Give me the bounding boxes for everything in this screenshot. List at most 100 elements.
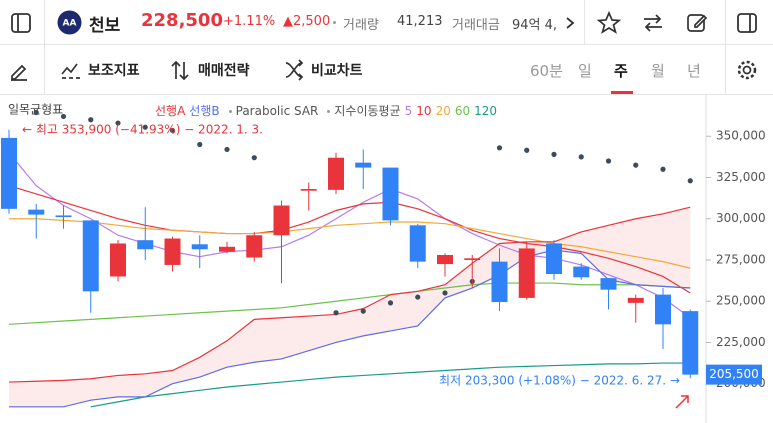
- candle-body: [110, 243, 126, 277]
- chart: 일목균형표 200,000225,000250,000275,000300,00…: [1, 95, 766, 423]
- candle-body: [246, 235, 263, 258]
- draw-icon[interactable]: [8, 59, 30, 81]
- sar-dot: [415, 294, 421, 300]
- strategy-icon[interactable]: [170, 59, 192, 81]
- period-tab[interactable]: 60분: [530, 62, 563, 80]
- tool-button[interactable]: 매매전략: [198, 63, 250, 79]
- candle-body: [437, 255, 453, 265]
- legend-entry: 10: [416, 104, 432, 118]
- toolbar: 보조지표 매매전략 비교차트 60분 일 주 월 년: [0, 45, 773, 95]
- candle-body: [409, 225, 426, 262]
- sar-dot: [169, 127, 176, 134]
- ma-line: [90, 362, 691, 408]
- period-tab[interactable]: 월: [651, 62, 665, 80]
- y-tick-label: 350,000: [716, 129, 766, 143]
- sar-dot: [442, 290, 448, 296]
- candle-body: [682, 311, 699, 375]
- legend: 선행A 선행B Parabolic SAR 지수이동평균 5 10 20 60 120: [155, 102, 501, 119]
- sar-dot: [33, 109, 39, 116]
- sar-dot: [578, 154, 584, 160]
- candle-body: [328, 157, 344, 190]
- selected-underline: [611, 91, 633, 94]
- legend-entry: 선행A: [155, 104, 186, 118]
- span-line: [9, 249, 691, 408]
- y-tick-label: 300,000: [716, 211, 766, 225]
- sar-dot: [633, 162, 639, 168]
- overlays: [8, 152, 691, 408]
- more-chevron[interactable]: [564, 15, 576, 31]
- period-tab[interactable]: 년: [687, 62, 701, 80]
- legend-entry: Parabolic SAR: [235, 104, 319, 118]
- sar-dot: [605, 158, 612, 164]
- candle-body: [546, 243, 562, 274]
- period-tab[interactable]: 주: [614, 62, 628, 80]
- svg-text:AA: AA: [63, 19, 77, 29]
- indicator-title: 일목균형표: [8, 103, 63, 117]
- sar-dot: [142, 124, 148, 130]
- y-tick-label: 225,000: [716, 335, 766, 349]
- legend-sep: [327, 110, 331, 113]
- sar-dot: [524, 147, 530, 153]
- settings-icon[interactable]: [736, 59, 758, 81]
- candle-body: [382, 167, 399, 221]
- candle-body: [655, 294, 671, 325]
- sar-dot: [660, 166, 666, 172]
- legend-sep: [228, 110, 232, 113]
- sar-dot: [496, 145, 503, 151]
- span-line: [8, 206, 691, 383]
- sar-dot: [387, 300, 394, 306]
- sar-dot: [551, 151, 557, 157]
- volume-label: 거래량: [343, 18, 379, 33]
- sar-dot: [115, 120, 121, 126]
- price: 228,500: [141, 10, 223, 31]
- stock-logo: AA: [57, 10, 82, 35]
- sar-dot: [60, 113, 67, 120]
- candle-body: [219, 246, 235, 252]
- candle-body: [273, 205, 290, 236]
- amount-label: 거래대금: [452, 18, 500, 33]
- sar-dot: [687, 178, 693, 184]
- compare-icon[interactable]: [283, 59, 305, 81]
- candle-body: [191, 244, 208, 250]
- panel-icon[interactable]: [736, 12, 758, 34]
- swap-icon[interactable]: [641, 11, 665, 35]
- tool-button[interactable]: 보조지표: [88, 63, 140, 79]
- legend-entry: 선행B: [189, 104, 220, 118]
- change-pct: +1.11%: [223, 14, 276, 29]
- last-price-label: 205,500: [709, 367, 759, 381]
- candle-body: [28, 209, 45, 215]
- favorite-icon[interactable]: [597, 11, 621, 35]
- tool-button[interactable]: 비교차트: [311, 63, 363, 79]
- candle-body: [600, 278, 617, 290]
- low-annotation: 최저 203,300 (+1.08%) − 2022. 6. 27. →: [439, 374, 680, 388]
- ma-line: [8, 282, 691, 325]
- stock-name: 천보: [89, 16, 121, 36]
- sar-dot: [333, 310, 339, 316]
- ma-line: [9, 218, 691, 269]
- candle-body: [55, 215, 72, 218]
- edit-icon[interactable]: [685, 11, 709, 35]
- sar-dot: [360, 308, 366, 314]
- last-price-tag: [706, 364, 762, 385]
- low-arrow: [675, 395, 689, 409]
- indicator-icon[interactable]: [60, 60, 82, 80]
- legend-entry: 5: [404, 104, 413, 118]
- candle-body: [518, 248, 535, 298]
- candle-body: [82, 220, 99, 292]
- candle-body: [627, 297, 644, 303]
- candle-body: [573, 266, 590, 278]
- period-tab[interactable]: 일: [578, 62, 592, 80]
- candle-body: [491, 261, 508, 303]
- sar-dot: [88, 117, 94, 123]
- legend-entry: 120: [474, 104, 498, 118]
- sar-dot: [224, 146, 230, 153]
- candle-body: [300, 189, 317, 191]
- y-tick-label: 325,000: [716, 170, 766, 184]
- ma-line: [8, 152, 691, 319]
- sar-dot: [197, 141, 203, 148]
- high-annotation: ← 최고 353,900 (−41.93%) − 2022. 1. 3.: [22, 123, 263, 137]
- y-tick-label: 275,000: [716, 252, 766, 266]
- candle-body: [137, 240, 154, 250]
- sidebar-icon[interactable]: [10, 12, 32, 34]
